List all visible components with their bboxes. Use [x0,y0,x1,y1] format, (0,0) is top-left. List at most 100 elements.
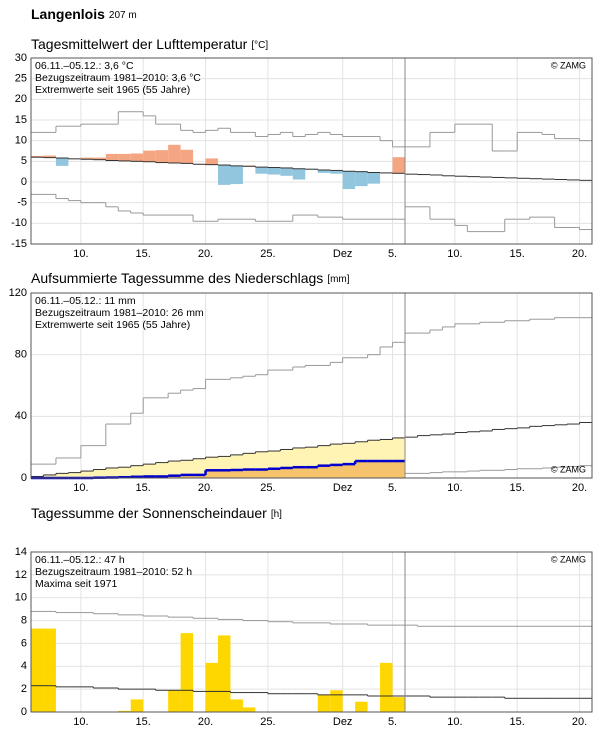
y-tick-label: 0 [21,472,27,484]
x-tick-label: 10. [447,482,462,494]
y-tick-label: 5 [21,155,27,167]
y-tick-label: 8 [21,614,27,626]
y-tick-label: 2 [21,683,27,695]
x-tick-label: 20. [572,482,587,494]
normal-area [180,460,194,478]
actual-area [242,469,256,478]
anomaly-bar [31,155,44,158]
anomaly-bar [355,171,368,187]
normal-area [80,471,94,478]
actual-area [355,461,368,478]
y-tick-label: 120 [9,287,27,299]
x-tick-label: 5. [388,248,397,260]
actual-area [218,470,231,478]
anomaly-bar [230,165,243,185]
x-tick-label: 15. [510,716,525,728]
y-tick-label: 25 [15,73,27,85]
info-text: 06.11.–05.12.: 11 mm [35,295,136,307]
chart-title: Tagesmittelwert der Lufttemperatur [°C] [31,36,268,52]
chart-title-text: Tagessumme der Sonnenscheindauer [31,505,267,521]
info-text: Bezugszeitraum 1981–2010: 26 mm [35,307,204,319]
chart-unit: [h] [271,509,282,520]
x-tick-label: Dez [333,482,353,494]
anomaly-bar [55,158,69,166]
y-tick-label: 80 [15,349,27,361]
y-tick-label: 14 [15,546,27,558]
y-tick-label: 6 [21,637,27,649]
anomaly-bar [392,157,405,174]
chart-title: Aufsummierte Tagessumme des Niederschlag… [31,270,350,286]
actual-area [317,465,331,478]
x-tick-label: 20. [198,716,213,728]
x-tick-label: 10. [447,248,462,260]
anomaly-bar [255,167,268,174]
bar [218,635,231,712]
x-tick-label: 15. [136,248,151,260]
x-tick-label: 15. [510,482,525,494]
anomaly-bar [218,165,231,185]
chart-title: Tagessumme der Sonnenscheindauer [h] [31,505,282,521]
bar [317,694,331,712]
anomaly-bar [130,153,144,162]
normal-area [168,461,181,478]
station-elevation: 207 m [109,10,137,21]
x-tick-label: Dez [333,248,353,260]
y-tick-label: 20 [15,93,27,105]
chart-title-text: Aufsummierte Tagessumme des Niederschlag… [31,270,323,286]
actual-area [330,464,343,478]
x-tick-label: 25. [260,248,275,260]
info-text: 06.11.–05.12.: 47 h [35,554,125,566]
bar [330,690,343,712]
anomaly-bar [367,172,381,184]
info-text: 06.11.–05.12.: 3,6 °C [35,60,134,72]
info-text: Extremwerte seit 1965 (55 Jahre) [35,319,190,331]
bar [118,710,131,712]
y-tick-label: -10 [11,217,27,229]
bar [43,628,56,712]
bar [130,699,144,712]
normal-area [93,469,107,478]
bar [180,633,194,712]
actual-area [305,467,319,478]
anomaly-bar [205,158,218,165]
normal-area [130,465,144,478]
anomaly-bar [292,168,306,180]
normal-area [43,474,57,478]
anomaly-bar [280,167,293,176]
bar [205,662,218,712]
actual-area [342,464,356,478]
actual-area [193,474,206,478]
y-tick-label: 10 [15,592,27,604]
actual-area [280,467,294,478]
anomaly-bar [267,167,281,175]
y-tick-label: 4 [21,660,27,672]
bar [168,690,181,712]
anomaly-bar [105,153,119,161]
x-tick-label: 20. [198,482,213,494]
x-tick-label: 10. [73,248,88,260]
x-tick-label: 5. [388,716,397,728]
x-tick-label: 10. [447,716,462,728]
anomaly-bar [118,153,131,161]
plot-frame [30,551,593,713]
bar [31,628,44,712]
anomaly-bar [180,149,194,164]
anomaly-bar [93,157,106,160]
x-tick-label: 20. [572,248,587,260]
chart-unit: [mm] [327,274,349,285]
source-credit: © ZAMG [551,464,586,474]
actual-area [230,469,244,478]
x-tick-label: 20. [198,248,213,260]
x-tick-label: 25. [260,482,275,494]
actual-area [292,467,306,478]
y-tick-label: 40 [15,410,27,422]
anomaly-bar [168,144,181,163]
source-credit: © ZAMG [551,60,586,70]
y-tick-label: 10 [15,135,27,147]
info-text: Bezugszeitraum 1981–2010: 52 h [35,566,192,578]
x-tick-label: 10. [73,482,88,494]
chart-title-text: Tagesmittelwert der Lufttemperatur [31,36,248,52]
x-tick-label: Dez [333,716,353,728]
actual-area [392,461,406,478]
actual-area [367,461,381,478]
